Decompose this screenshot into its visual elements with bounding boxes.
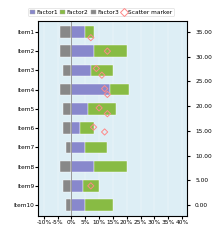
- Bar: [82, 180, 99, 192]
- Bar: [60, 161, 72, 172]
- Bar: [94, 45, 127, 57]
- Bar: [60, 84, 72, 96]
- Point: [95, 67, 98, 70]
- Bar: [85, 141, 107, 153]
- Bar: [72, 84, 110, 96]
- Bar: [63, 65, 72, 76]
- Bar: [80, 122, 94, 134]
- Bar: [72, 122, 80, 134]
- Bar: [72, 45, 94, 57]
- Bar: [66, 199, 72, 211]
- Legend: Factor1, Factor2, Factor3, Scatter marker: Factor1, Factor2, Factor3, Scatter marke…: [28, 8, 174, 16]
- Bar: [60, 26, 72, 38]
- Bar: [91, 65, 113, 76]
- Point: [89, 184, 92, 188]
- Bar: [72, 180, 82, 192]
- Point: [100, 73, 104, 77]
- Bar: [110, 84, 130, 96]
- Bar: [72, 199, 85, 211]
- Bar: [72, 65, 91, 76]
- Bar: [63, 180, 72, 192]
- Bar: [63, 103, 72, 115]
- Point: [103, 130, 106, 134]
- Bar: [94, 161, 127, 172]
- Bar: [72, 103, 88, 115]
- Point: [106, 112, 109, 116]
- Bar: [66, 141, 72, 153]
- Point: [106, 49, 109, 53]
- Bar: [72, 161, 94, 172]
- Point: [92, 125, 95, 129]
- Point: [106, 93, 109, 96]
- Bar: [72, 141, 85, 153]
- Point: [97, 106, 101, 110]
- Bar: [88, 103, 116, 115]
- Point: [103, 87, 106, 91]
- Point: [89, 36, 92, 40]
- Bar: [60, 45, 72, 57]
- Bar: [63, 122, 72, 134]
- Bar: [72, 26, 85, 38]
- Bar: [85, 26, 94, 38]
- Bar: [85, 199, 113, 211]
